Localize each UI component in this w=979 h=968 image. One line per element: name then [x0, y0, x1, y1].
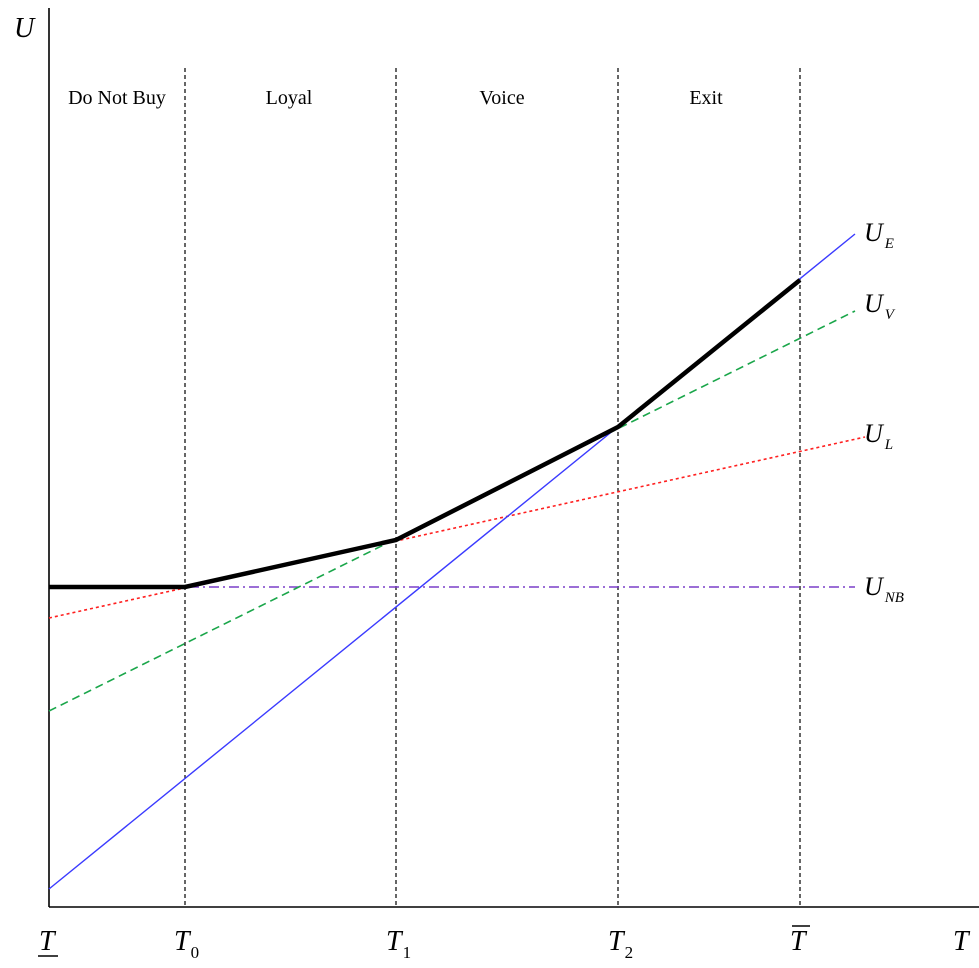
- tick-label-T0: T0: [174, 926, 199, 962]
- curve-label-U-NB-main: U: [864, 572, 885, 601]
- curve-label-U-V-main: U: [864, 289, 885, 318]
- region-label-do-not-buy: Do Not Buy: [68, 87, 166, 109]
- tick-label-T1-sub: 1: [403, 943, 412, 962]
- y-axis-label: U: [14, 13, 36, 44]
- tick-label-T-bar: T: [790, 926, 808, 957]
- tick-label-T1-main: T: [386, 926, 404, 957]
- tick-label-T0-main: T: [174, 926, 192, 957]
- tick-label-T-lower-main: T: [39, 926, 57, 957]
- tick-label-T2: T2: [608, 926, 633, 962]
- tick-label-T2-main: T: [608, 926, 626, 957]
- region-label-voice: Voice: [479, 87, 524, 109]
- x-axis-label: T: [953, 926, 971, 957]
- tick-label-T1: T1: [386, 926, 411, 962]
- curve-label-U-E-main: U: [864, 218, 885, 247]
- curve-label-U-NB-sub: NB: [884, 590, 904, 606]
- curve-U-L: [48, 436, 866, 619]
- tick-label-T2-sub: 2: [625, 943, 634, 962]
- upper-envelope: [49, 278, 802, 590]
- curve-label-U-E-sub: E: [884, 236, 894, 252]
- curve-label-U-L-main: U: [864, 419, 885, 448]
- region-label-exit: Exit: [689, 87, 723, 109]
- region-label-loyal: Loyal: [266, 87, 313, 109]
- threshold-lines: [184, 68, 801, 907]
- curve-label-U-NB: U NB: [864, 572, 904, 606]
- tick-label-T-lower: T: [39, 926, 57, 957]
- curve-label-U-L-sub: L: [884, 437, 893, 453]
- tick-label-T0-sub: 0: [191, 943, 200, 962]
- tick-label-T-bar-main: T: [790, 926, 808, 957]
- curve-label-U-V-sub: V: [885, 307, 896, 323]
